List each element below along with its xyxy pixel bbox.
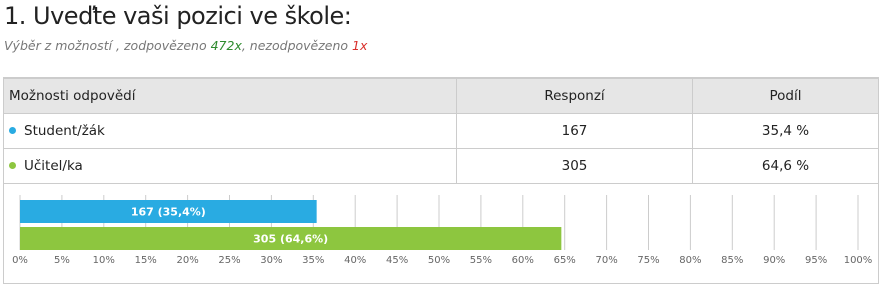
unanswered-count: 1x: [352, 38, 368, 53]
option-cell: Učitel/ka: [4, 148, 457, 184]
value-label: 305 (64,6%): [253, 233, 328, 246]
row: Student/žák 167 35,4 %: [4, 113, 878, 149]
legend-dot: [9, 127, 16, 134]
results-table: Možnosti odpovědí Responzí Podíl Student/ž…: [4, 78, 878, 184]
share-cell: 64,6 %: [692, 148, 878, 184]
x-tick-label: 20%: [176, 255, 198, 266]
responses-cell: 305: [456, 148, 693, 184]
x-tick-label: 0%: [12, 255, 28, 266]
x-tick-label: 25%: [218, 255, 240, 266]
subtitle-text: Výběr z možností , zodpovězeno: [4, 38, 211, 53]
option-label: Učitel/ka: [24, 158, 83, 174]
x-tick-label: 45%: [386, 255, 408, 266]
header-row: Možnosti odpovědí Responzí Podíl: [4, 78, 878, 114]
bar: [20, 227, 562, 250]
x-tick-label: 85%: [721, 255, 743, 266]
option-label: Student/žák: [24, 123, 105, 139]
x-tick-label: 15%: [135, 255, 157, 266]
x-tick-label: 40%: [344, 255, 366, 266]
chart: 0% 5% 10% 15% 20% 25% 30% 35% 40% 45% 50% 55% 60% 65%…: [12, 195, 873, 266]
x-tick-label: 10%: [93, 255, 115, 266]
answered-count: 472x: [210, 38, 242, 53]
results-box: Možnosti odpovědí Responzí Podíl Student/ž…: [3, 77, 879, 284]
x-tick-label: 90%: [763, 255, 785, 266]
x-tick-label: 70%: [595, 255, 617, 266]
value-label: 167 (35,4%): [131, 206, 206, 219]
x-tick-label: 30%: [260, 255, 282, 266]
x-tick-label: 75%: [637, 255, 659, 266]
x-tick-label: 60%: [512, 255, 534, 266]
question-title: 1. Uveďte vaši pozici ve škole:: [4, 2, 352, 30]
bar: [20, 200, 317, 223]
column-header: Responzí: [456, 78, 693, 114]
x-tick-label: 5%: [54, 255, 70, 266]
legend-dot: [9, 162, 16, 169]
x-tick-label: 50%: [428, 255, 450, 266]
column-header: Možnosti odpovědí: [4, 78, 457, 114]
row: Učitel/ka 305 64,6 %: [4, 148, 878, 184]
x-tick-label: 55%: [470, 255, 492, 266]
responses-cell: 167: [456, 113, 693, 149]
x-tick-label: 65%: [554, 255, 576, 266]
x-tick-label: 100%: [844, 255, 873, 266]
x-tick-label: 95%: [805, 255, 827, 266]
x-tick-label: 35%: [302, 255, 324, 266]
subtitle-text: , nezodpovězeno: [241, 38, 353, 53]
column-header: Podíl: [692, 78, 878, 114]
x-tick-label: 80%: [679, 255, 701, 266]
option-cell: Student/žák: [4, 113, 457, 149]
subtitle: Výběr z možností , zodpovězeno 472x, nez…: [4, 38, 367, 53]
share-cell: 35,4 %: [692, 113, 878, 149]
